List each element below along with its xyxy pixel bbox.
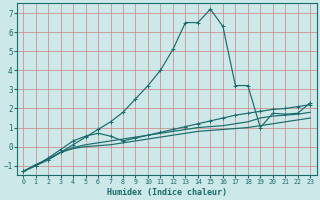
X-axis label: Humidex (Indice chaleur): Humidex (Indice chaleur) [107,188,227,197]
